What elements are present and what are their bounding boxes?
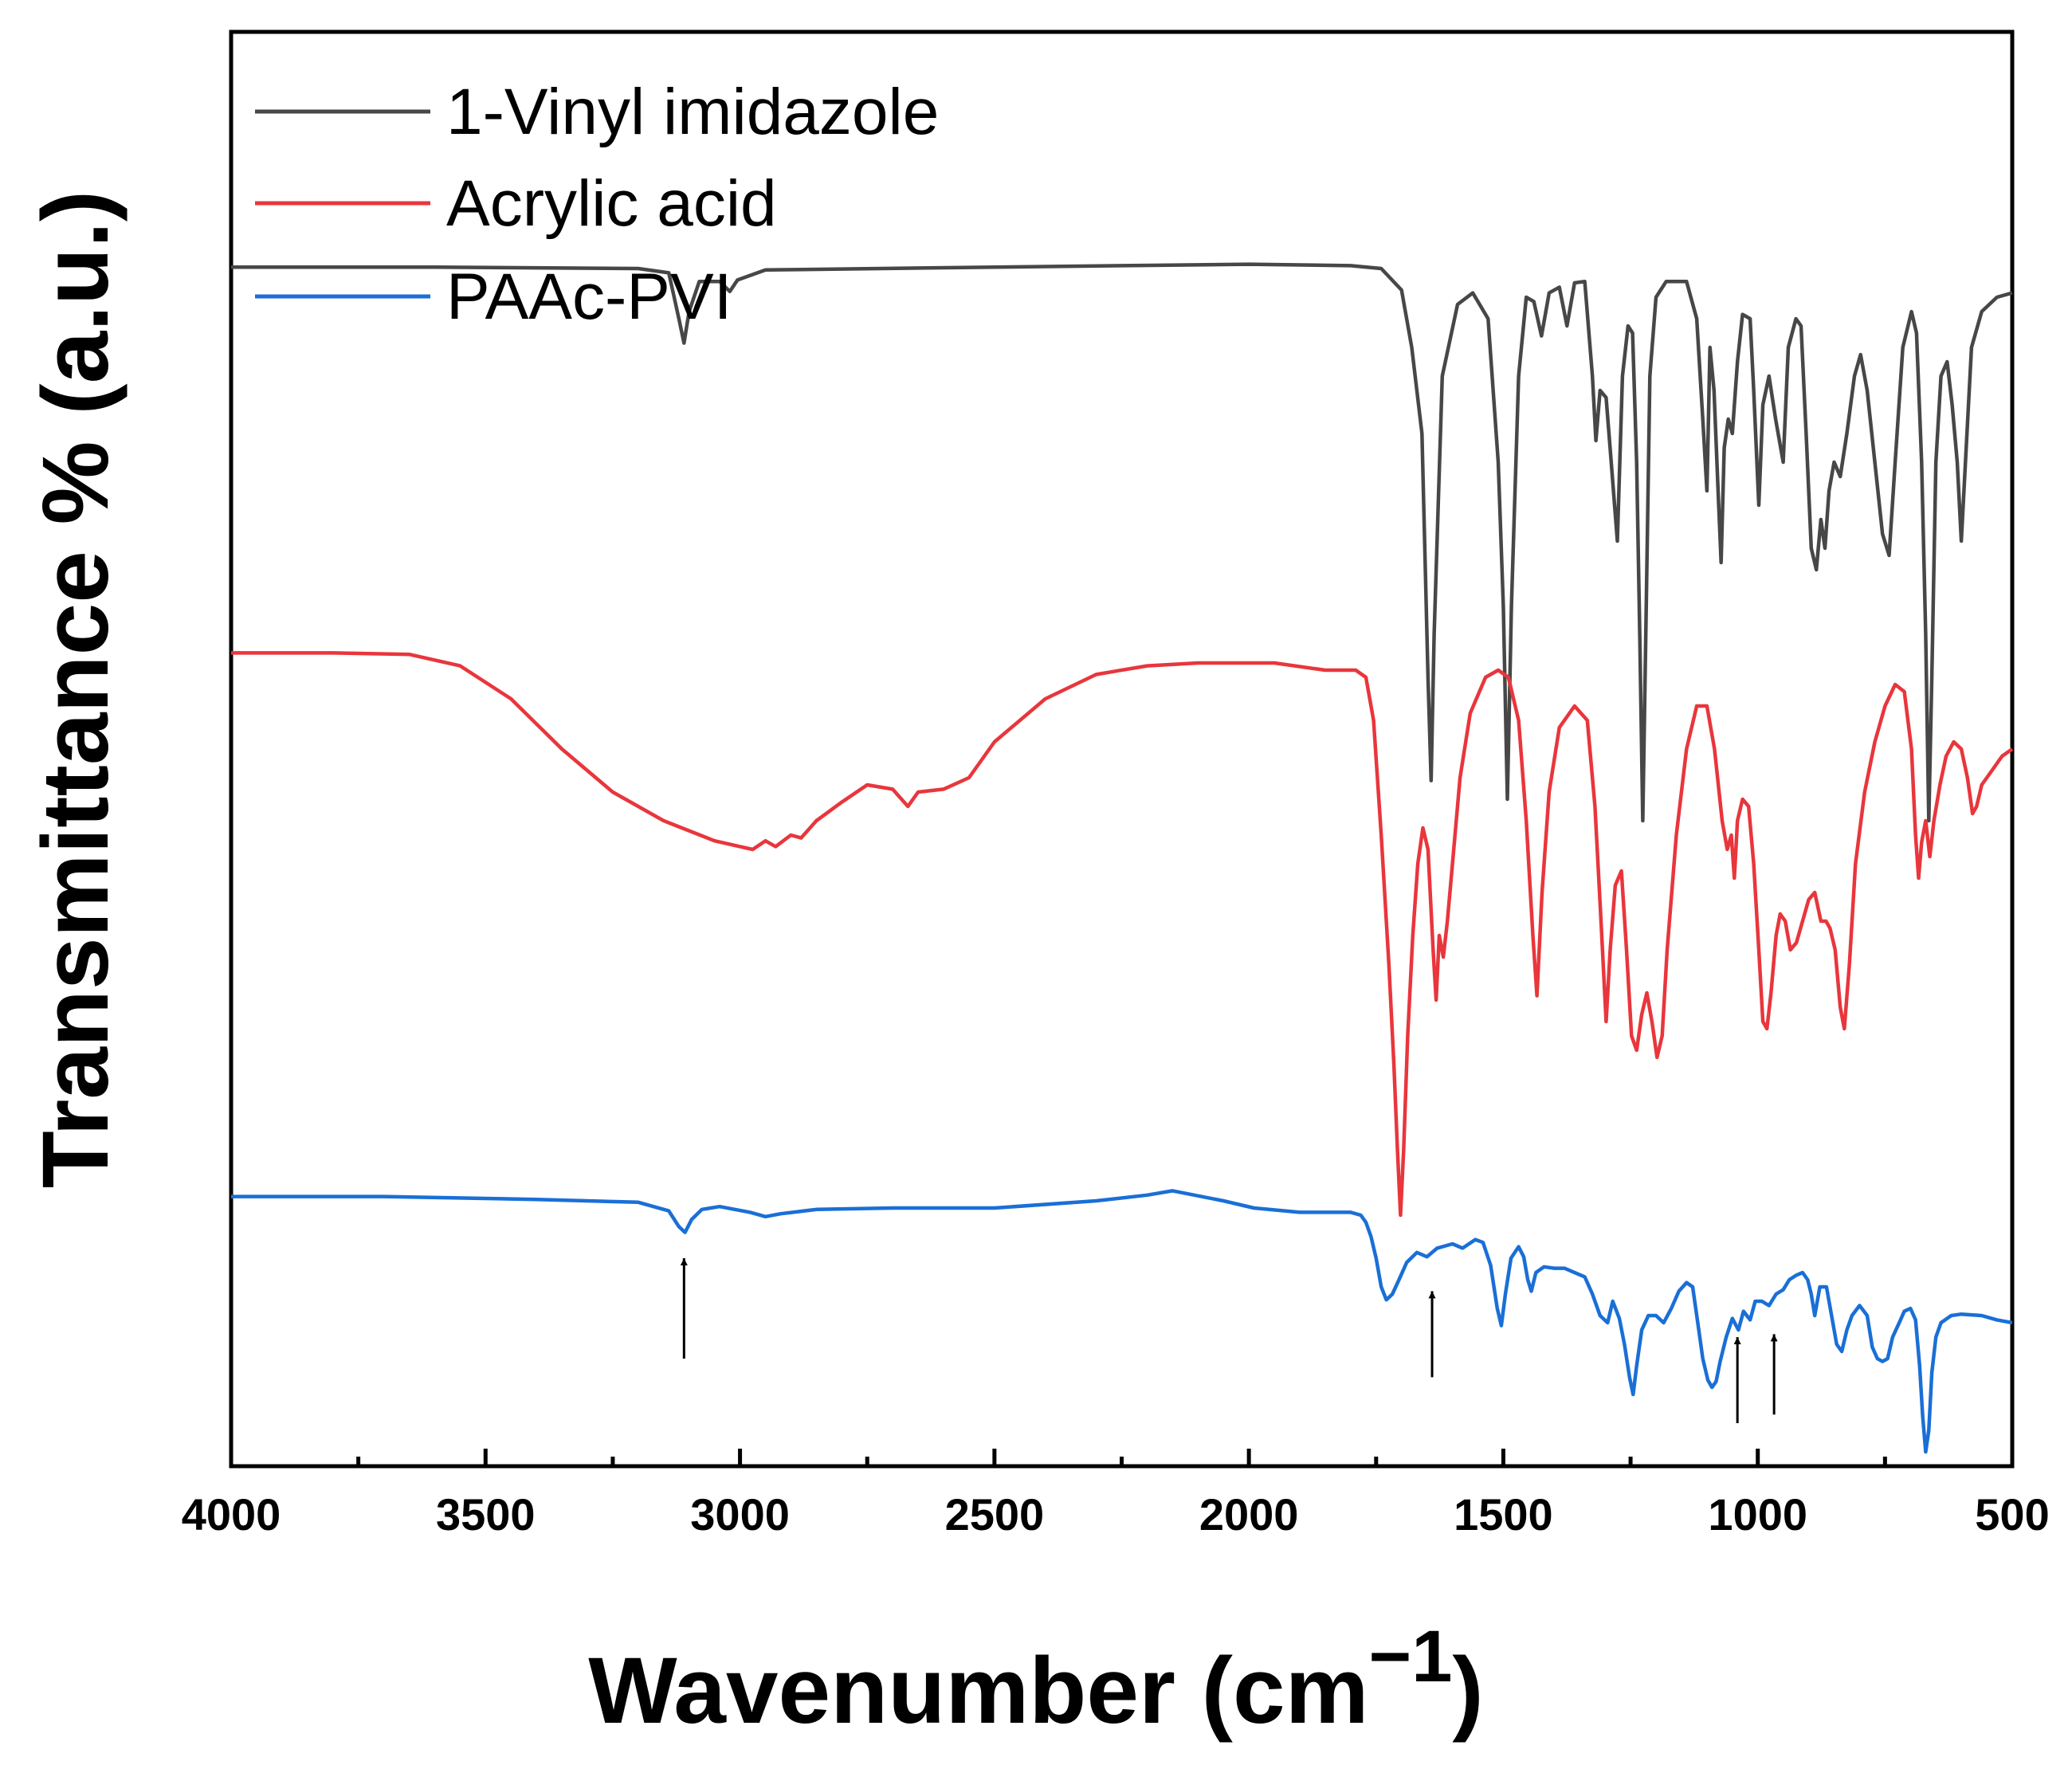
x-tick-label: 3500 bbox=[436, 1489, 536, 1539]
series-layer bbox=[231, 262, 2014, 1454]
legend: 1-Vinyl imidazole Acrylic acid PAAc-PVI bbox=[255, 76, 939, 333]
series-line-acrylic-acid bbox=[231, 651, 2014, 1218]
x-axis-tick-labels: 4000 3500 3000 2500 2000 1500 1000 500 bbox=[182, 1489, 2050, 1539]
x-tick-label: 1500 bbox=[1454, 1489, 1553, 1539]
series-line-1-vinyl-imidazole bbox=[231, 262, 2013, 823]
series-line-paac-pvi bbox=[231, 1189, 2013, 1454]
x-tick-label: 1000 bbox=[1708, 1489, 1807, 1539]
x-tick-label: 2000 bbox=[1199, 1489, 1299, 1539]
y-axis-title: Transmittance % (a.u.) bbox=[23, 190, 128, 1188]
x-axis-ticks bbox=[229, 1449, 2015, 1466]
peak-arrows bbox=[680, 1258, 1778, 1423]
x-axis-title-superscript: −1 bbox=[1369, 1616, 1453, 1697]
x-tick-label: 4000 bbox=[182, 1489, 281, 1539]
legend-label-acrylic-acid: Acrylic acid bbox=[446, 167, 777, 240]
x-axis-title-close-paren: ) bbox=[1452, 1638, 1483, 1743]
x-tick-label: 3000 bbox=[690, 1489, 790, 1539]
x-axis-title-main: Wavenumber (cm bbox=[588, 1638, 1368, 1743]
plot-frame bbox=[229, 29, 2015, 1469]
x-tick-label: 2500 bbox=[945, 1489, 1045, 1539]
x-tick-label: 500 bbox=[1975, 1489, 2049, 1539]
x-axis-title: Wavenumber (cm−1) bbox=[588, 1616, 1483, 1743]
legend-label-1-vinyl-imidazole: 1-Vinyl imidazole bbox=[446, 76, 939, 148]
legend-label-paac-pvi: PAAc-PVI bbox=[446, 261, 732, 333]
